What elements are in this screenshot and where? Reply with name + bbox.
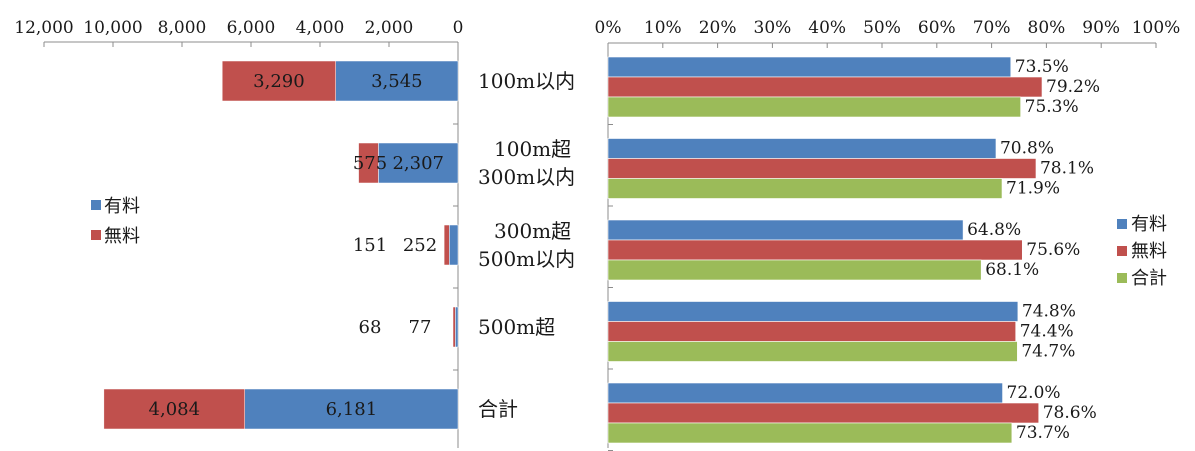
left-tick-label: 10,000 bbox=[83, 18, 142, 38]
right-tick-label: 40% bbox=[808, 18, 846, 38]
bar-pct-label: 73.5% bbox=[1015, 57, 1069, 77]
bar-count-label: 2,307 bbox=[392, 153, 444, 174]
bar-count-paid bbox=[449, 224, 459, 266]
legend-label: 無料 bbox=[104, 226, 140, 247]
right-tick-label: 70% bbox=[973, 18, 1011, 38]
left-tick-label: 6,000 bbox=[227, 18, 276, 38]
bar-pct-free bbox=[607, 158, 1037, 179]
category-label: 100m超 300m以内 bbox=[478, 137, 575, 189]
bar-count-label: 68 bbox=[359, 317, 382, 338]
right-tick-label: 80% bbox=[1028, 18, 1066, 38]
right-tick-label: 10% bbox=[644, 18, 682, 38]
bar-pct-total bbox=[607, 259, 982, 281]
bar-pct-label: 71.9% bbox=[1006, 179, 1060, 199]
bar-pct-paid bbox=[607, 138, 997, 159]
bar-count-paid bbox=[335, 60, 459, 102]
bar-pct-paid bbox=[607, 219, 964, 241]
bar-pct-label: 78.6% bbox=[1043, 403, 1097, 423]
bar-pct-paid bbox=[607, 56, 1012, 78]
bar-pct-free bbox=[607, 402, 1040, 424]
legend-label: 有料 bbox=[104, 196, 140, 217]
bar-count-free bbox=[358, 142, 379, 184]
legend-label: 合計 bbox=[1131, 268, 1167, 289]
bar-pct-label: 74.4% bbox=[1020, 322, 1074, 342]
bar-count-paid bbox=[455, 306, 459, 348]
left-tick-label: 0 bbox=[453, 18, 464, 38]
bar-pct-label: 75.6% bbox=[1026, 240, 1080, 260]
bar-count-free bbox=[103, 388, 246, 430]
bar-pct-label: 74.7% bbox=[1021, 342, 1075, 362]
bar-pct-free bbox=[607, 321, 1017, 342]
bar-pct-label: 75.3% bbox=[1025, 97, 1079, 117]
legend-swatch-free bbox=[91, 230, 101, 240]
bar-pct-paid bbox=[607, 301, 1019, 322]
bar-count-label: 151 bbox=[353, 235, 387, 256]
bar-count-label: 77 bbox=[409, 317, 432, 338]
right-tick-label: 30% bbox=[754, 18, 792, 38]
left-tick-label: 2,000 bbox=[365, 18, 414, 38]
legend-swatch-paid bbox=[1117, 219, 1127, 229]
legend-swatch-total bbox=[1117, 273, 1127, 283]
category-label: 500m超 bbox=[478, 315, 555, 339]
bar-pct-label: 70.8% bbox=[1000, 139, 1054, 159]
right-tick-label: 0% bbox=[595, 18, 622, 38]
bar-pct-total bbox=[607, 96, 1021, 118]
bar-pct-label: 79.2% bbox=[1046, 77, 1100, 97]
right-tick-label: 50% bbox=[863, 18, 901, 38]
bar-pct-total bbox=[607, 341, 1018, 362]
bar-count-paid bbox=[244, 388, 459, 430]
left-tick-label: 8,000 bbox=[158, 18, 207, 38]
bar-pct-free bbox=[607, 76, 1043, 98]
right-tick-label: 100% bbox=[1132, 18, 1181, 38]
legend-swatch-free bbox=[1117, 246, 1127, 256]
bar-pct-total bbox=[607, 422, 1013, 444]
category-label: 100m以内 bbox=[478, 69, 575, 93]
bar-count-free bbox=[452, 306, 456, 348]
bar-count-label: 3,545 bbox=[371, 71, 423, 92]
bar-pct-label: 64.8% bbox=[967, 220, 1021, 240]
bar-pct-free bbox=[607, 239, 1023, 261]
bar-count-label: 6,181 bbox=[326, 399, 378, 420]
category-label: 合計 bbox=[478, 397, 518, 421]
bar-pct-total bbox=[607, 178, 1003, 199]
category-label: 300m超 500m以内 bbox=[478, 219, 575, 271]
bar-count-label: 3,290 bbox=[253, 71, 305, 92]
bar-pct-paid bbox=[607, 382, 1003, 404]
bar-pct-label: 72.0% bbox=[1007, 383, 1061, 403]
right-tick-label: 90% bbox=[1082, 18, 1120, 38]
left-tick-label: 4,000 bbox=[296, 18, 345, 38]
right-tick-label: 60% bbox=[918, 18, 956, 38]
right-percentage-chart: 0% 10% 20% 30% 40% 50% 60% 70% 80% 90% 100% 73.5%79… bbox=[595, 18, 1181, 451]
bar-pct-label: 73.7% bbox=[1016, 423, 1070, 443]
bar-count-label: 575 bbox=[353, 153, 387, 174]
right-tick-label: 20% bbox=[699, 18, 737, 38]
bar-count-free bbox=[443, 224, 450, 266]
legend-label: 無料 bbox=[1131, 241, 1167, 262]
legend-label: 有料 bbox=[1131, 214, 1167, 235]
legend-swatch-paid bbox=[91, 200, 101, 210]
bar-pct-label: 78.1% bbox=[1040, 159, 1094, 179]
bar-pct-label: 74.8% bbox=[1022, 302, 1076, 322]
bar-count-paid bbox=[378, 142, 459, 184]
bar-count-label: 4,084 bbox=[149, 399, 201, 420]
bar-count-label: 252 bbox=[403, 235, 437, 256]
left-tick-label: 12,000 bbox=[14, 18, 73, 38]
left-count-chart: 12,000 10,000 8,000 6,000 4,000 2,000 0 3,545 3,… bbox=[14, 18, 464, 448]
bar-pct-label: 68.1% bbox=[985, 260, 1039, 280]
bar-count-free bbox=[221, 60, 336, 102]
